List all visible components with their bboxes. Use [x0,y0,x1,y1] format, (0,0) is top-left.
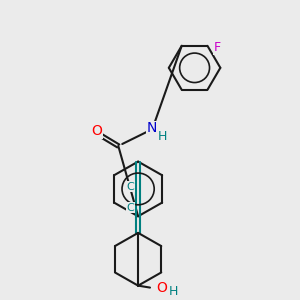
Text: N: N [147,122,157,135]
Text: F: F [214,41,221,54]
Text: H: H [158,130,168,143]
Text: O: O [91,124,102,138]
Text: H: H [169,285,178,298]
Text: O: O [157,280,167,295]
Text: C: C [126,203,134,213]
Text: C: C [126,182,134,191]
